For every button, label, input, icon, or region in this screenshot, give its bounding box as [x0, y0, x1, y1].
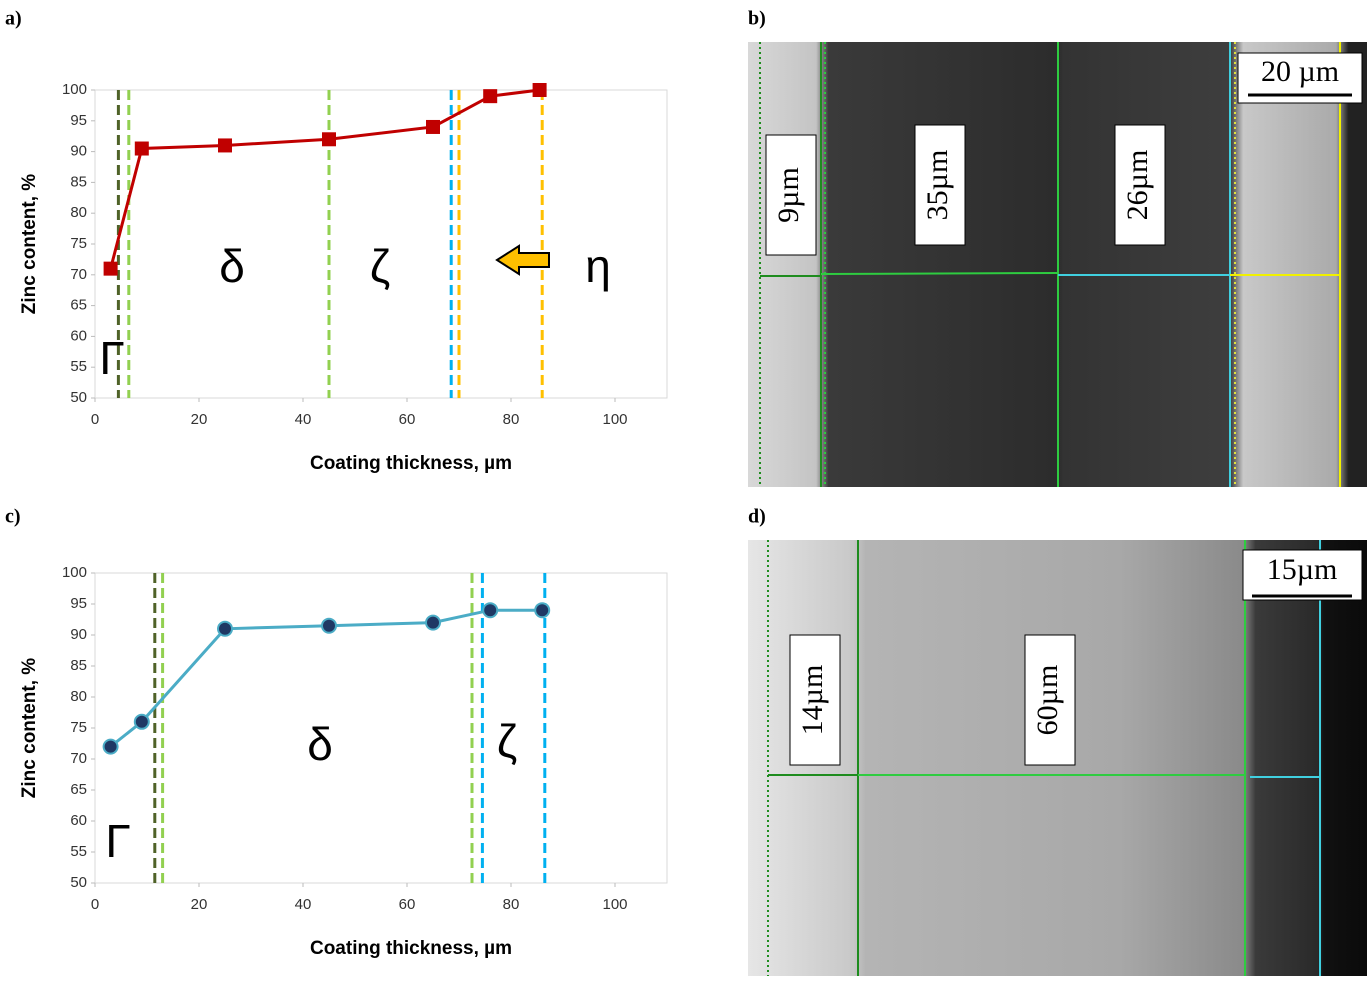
marker: [133, 713, 150, 730]
x-tick-label: 80: [503, 896, 520, 913]
y-tick-label: 75: [70, 235, 87, 252]
y-tick-label: 80: [70, 688, 87, 705]
marker: [534, 602, 551, 619]
layer-label: 14µm: [796, 665, 829, 736]
phase-label: δ: [307, 718, 333, 770]
y-axis-title: Zinc content, %: [19, 658, 40, 799]
y-tick-label: 80: [70, 204, 87, 221]
scale-bar-label: 15µm: [1267, 553, 1338, 586]
arrow: [495, 244, 550, 276]
marker: [532, 83, 547, 97]
x-tick-label: 60: [399, 411, 416, 428]
plot-area: [94, 89, 668, 399]
phase-label: Γ: [105, 815, 130, 867]
panel-label: a): [5, 8, 22, 30]
scale-bar-label: 20 µm: [1261, 55, 1339, 88]
layer-label: 9µm: [772, 167, 805, 223]
marker: [425, 614, 441, 631]
y-tick-label: 95: [70, 112, 87, 129]
x-tick-label: 40: [295, 411, 312, 428]
plot-area: [94, 572, 668, 884]
x-tick-label: 20: [191, 411, 208, 428]
y-tick-label: 85: [70, 173, 87, 190]
y-tick-label: 100: [62, 81, 87, 98]
layer-label: 35µm: [921, 150, 954, 221]
phase-label: η: [585, 240, 611, 292]
y-tick-label: 50: [70, 389, 87, 406]
x-tick-label: 80: [503, 411, 520, 428]
y-tick-label: 70: [70, 750, 87, 767]
x-tick-label: 40: [295, 896, 312, 913]
x-tick-label: 60: [399, 896, 416, 913]
micrograph: 20 µm 9µm 35µm 26µm: [748, 42, 1367, 487]
y-tick-label: 65: [70, 781, 87, 798]
y-tick-label: 55: [70, 843, 87, 860]
x-tick-label: 100: [602, 411, 627, 428]
marker: [134, 141, 149, 156]
marker: [426, 119, 440, 134]
y-tick-label: 75: [70, 719, 87, 736]
x-tick-label: 0: [91, 896, 99, 913]
y-tick-label: 70: [70, 266, 87, 283]
phase-label: ζ: [370, 240, 390, 292]
phase-label: ζ: [497, 715, 517, 767]
x-tick-label: 0: [91, 411, 99, 428]
phase-label: δ: [219, 240, 245, 292]
y-tick-label: 65: [70, 297, 87, 314]
y-tick-label: 60: [70, 327, 87, 344]
marker: [321, 617, 337, 634]
panel-label: d): [748, 506, 766, 528]
layer-label: 26µm: [1121, 150, 1154, 221]
marker: [103, 261, 118, 276]
y-tick-label: 50: [70, 874, 87, 891]
y-tick-label: 90: [70, 626, 87, 643]
marker: [483, 89, 498, 104]
y-tick-label: 60: [70, 812, 87, 829]
x-axis-title: Coating thickness, µm: [310, 938, 512, 959]
x-tick-label: 100: [602, 896, 627, 913]
phase-label: Γ: [99, 332, 124, 384]
y-tick-label: 90: [70, 143, 87, 160]
x-axis-title: Coating thickness, µm: [310, 453, 512, 474]
y-axis-title: Zinc content, %: [19, 174, 40, 315]
marker: [102, 738, 119, 755]
marker: [482, 602, 499, 619]
layer-label: 60µm: [1031, 665, 1064, 736]
y-tick-label: 55: [70, 358, 87, 375]
panel-label: c): [5, 506, 21, 528]
y-tick-label: 95: [70, 595, 87, 612]
panel-label: b): [748, 8, 766, 30]
x-tick-label: 20: [191, 896, 208, 913]
marker: [322, 132, 336, 147]
y-tick-label: 85: [70, 657, 87, 674]
marker: [217, 620, 233, 637]
y-tick-label: 100: [62, 564, 87, 581]
micrograph: 15µm 14µm 60µm: [748, 540, 1367, 976]
marker: [218, 138, 232, 153]
